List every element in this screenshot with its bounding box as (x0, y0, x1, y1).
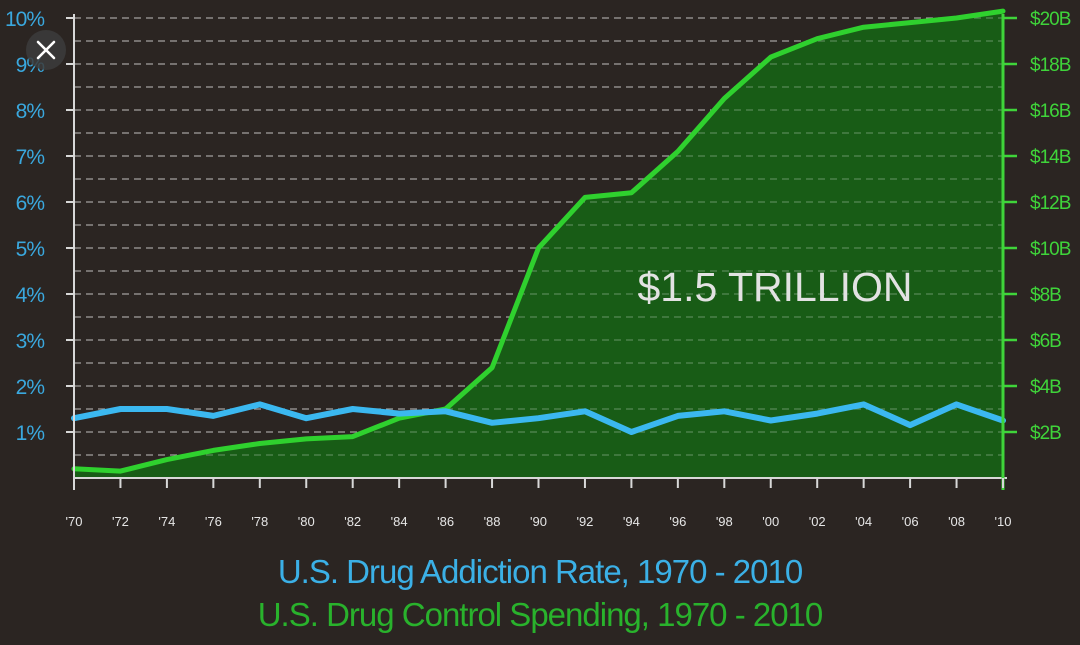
spending-point (955, 16, 959, 20)
x-tick-label: '78 (251, 514, 268, 529)
addiction-point (490, 420, 495, 425)
addiction-point (118, 407, 123, 411)
spending-point (211, 448, 215, 452)
x-tick-label: '08 (948, 514, 965, 529)
x-tick-label: '98 (716, 514, 733, 529)
y-left-tick-label: 5% (16, 238, 45, 261)
x-tick-label: '06 (902, 514, 919, 529)
spending-point (351, 435, 355, 439)
y-right-tick-label: $6B (1030, 331, 1061, 352)
addiction-point (768, 418, 773, 423)
addiction-point (908, 423, 913, 428)
callout-total-spending: $1.5 TRILLION (638, 264, 913, 310)
y-left-tick-label: 6% (16, 192, 45, 215)
x-tick-label: '70 (66, 514, 83, 529)
x-tick-label: '86 (437, 514, 454, 529)
y-left-tick-label: 1% (16, 422, 45, 445)
addiction-point (815, 411, 820, 416)
y-right-tick-label: $12B (1030, 193, 1071, 214)
close-button[interactable] (26, 30, 66, 70)
addiction-point (861, 402, 866, 407)
y-right-tick-label: $14B (1030, 147, 1071, 168)
spending-point (722, 97, 726, 100)
spending-point (769, 55, 773, 59)
addiction-point (536, 416, 541, 421)
tick-labels: 1%2%3%4%5%6%7%8%9%10%$2B$4B$6B$8B$10B$12… (5, 8, 1072, 529)
x-tick-label: '04 (855, 514, 872, 529)
spending-point (862, 25, 866, 29)
x-tick-label: '80 (298, 514, 315, 529)
y-right-tick-label: $8B (1030, 285, 1061, 306)
y-left-tick-label: 7% (16, 146, 45, 169)
y-right-tick-label: $20B (1030, 9, 1071, 30)
spending-point (537, 246, 540, 250)
x-tick-label: '90 (530, 514, 547, 529)
addiction-point (443, 409, 448, 414)
spending-point (583, 195, 587, 199)
spending-title: U.S. Drug Control Spending, 1970 - 2010 (257, 596, 824, 633)
x-tick-label: '88 (484, 514, 501, 529)
y-right-tick-label: $2B (1030, 423, 1061, 444)
close-icon (36, 40, 56, 60)
series-lines (71, 8, 1006, 474)
y-left-tick-label: 8% (16, 100, 45, 123)
x-tick-label: '74 (158, 514, 175, 529)
spending-point (118, 469, 122, 473)
x-tick-label: '72 (112, 514, 129, 529)
y-right-tick-label: $10B (1030, 239, 1071, 260)
x-tick-label: '00 (762, 514, 779, 529)
spending-point (629, 191, 633, 195)
addiction-point (582, 409, 587, 414)
spending-point (397, 416, 401, 420)
addiction-point (629, 430, 634, 434)
spending-point (490, 366, 494, 370)
spending-point (258, 442, 262, 445)
spending-point (1001, 9, 1005, 13)
addiction-point (304, 416, 309, 421)
addiction-point (164, 407, 169, 411)
x-tick-label: '10 (995, 514, 1012, 529)
spending-point (676, 149, 680, 153)
x-tick-label: '96 (669, 514, 686, 529)
y-left-tick-label: 2% (16, 376, 45, 399)
spending-point (304, 437, 308, 441)
spending-area-fill (74, 11, 1003, 478)
addiction-point (954, 402, 959, 407)
y-left-tick-label: 10% (5, 8, 44, 31)
spending-point (165, 458, 169, 462)
addiction-point (722, 409, 727, 414)
addiction-point (397, 411, 402, 416)
spending-point (908, 21, 912, 25)
x-tick-label: '94 (623, 514, 640, 529)
x-tick-label: '76 (205, 514, 222, 529)
x-tick-label: '92 (576, 514, 593, 529)
y-left-tick-label: 4% (16, 284, 45, 307)
y-right-tick-label: $16B (1030, 101, 1071, 122)
x-tick-label: '84 (391, 514, 408, 529)
y-right-tick-label: $4B (1030, 377, 1061, 398)
addiction-title: U.S. Drug Addiction Rate, 1970 - 2010 (277, 553, 803, 590)
x-tick-label: '82 (344, 514, 361, 529)
addiction-point (211, 413, 216, 418)
spending-area (74, 11, 1003, 478)
addiction-point (350, 407, 355, 411)
addiction-point (257, 402, 262, 407)
x-tick-label: '02 (809, 514, 826, 529)
addiction-point (675, 413, 680, 418)
spending-point (815, 37, 819, 41)
y-right-tick-label: $18B (1030, 55, 1071, 76)
y-left-tick-label: 3% (16, 330, 45, 353)
axes (66, 14, 1017, 490)
